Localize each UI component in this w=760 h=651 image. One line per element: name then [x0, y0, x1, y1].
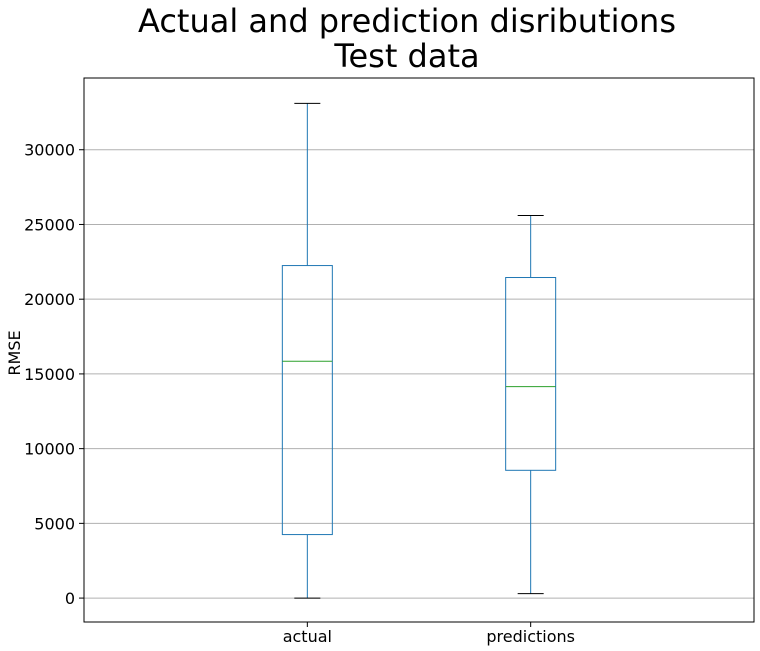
- interquartile-box: [505, 277, 557, 471]
- box-series: [281, 102, 557, 599]
- y-tick-label: 10000: [24, 440, 75, 459]
- chart-title-line-1: Actual and prediction disributions: [138, 2, 676, 40]
- y-axis-label: RMSE: [5, 330, 24, 375]
- y-tick-label: 20000: [24, 290, 75, 309]
- y-axis-ticks: 0 5000 10000 15000 20000 25000 30000: [24, 141, 84, 608]
- y-tick-label: 5000: [34, 514, 75, 533]
- box-actual: [281, 102, 333, 599]
- interquartile-box: [281, 265, 333, 536]
- y-tick-label: 15000: [24, 365, 75, 384]
- y-tick-label: 30000: [24, 141, 75, 160]
- y-tick-label: 25000: [24, 215, 75, 234]
- box-predictions: [505, 214, 557, 595]
- x-tick-label: predictions: [486, 627, 575, 646]
- x-tick-label: actual: [283, 627, 332, 646]
- x-axis-ticks: actual predictions: [283, 622, 575, 646]
- plot-area-frame: [83, 77, 755, 623]
- y-tick-label: 0: [65, 589, 75, 608]
- chart-title-line-2: Test data: [333, 37, 479, 75]
- grid-lines: [84, 149, 754, 599]
